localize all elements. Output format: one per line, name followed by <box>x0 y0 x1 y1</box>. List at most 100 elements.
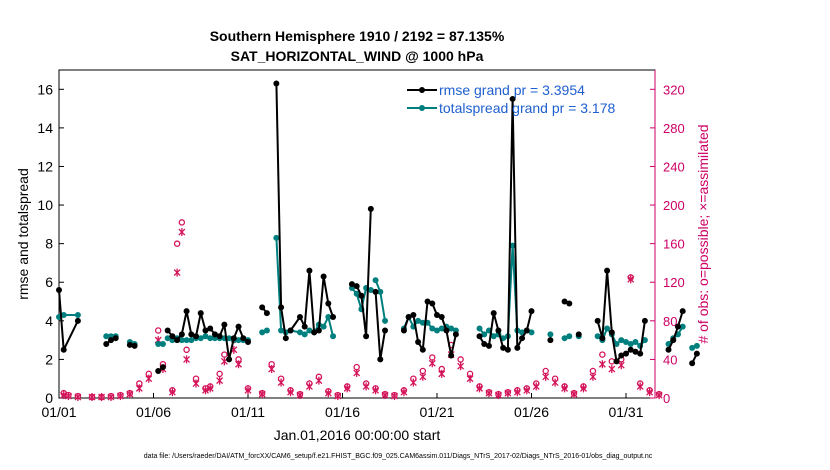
y2-tick-label: 120 <box>663 275 685 290</box>
y-tick-label: 0 <box>45 390 53 406</box>
obs-possible-point <box>173 240 181 247</box>
obs-assimilated-point <box>589 372 597 381</box>
series-rmse-line <box>351 208 372 338</box>
obs-assimilated-point <box>476 384 483 393</box>
obs-assimilated-point <box>655 391 663 400</box>
y2-tick-label: 80 <box>663 314 677 329</box>
x-tick-label: 01/26 <box>514 404 549 420</box>
y-tick-label: 14 <box>37 120 53 136</box>
legend: rmse grand pr = 3.3954 totalspread grand… <box>407 82 616 116</box>
obs-assimilated-point <box>287 388 294 397</box>
data-file-footer: data file: /Users/raeder/DAI/ATM_forcXX/… <box>144 453 653 460</box>
series-rmse-point <box>528 308 535 315</box>
obs-assimilated-point <box>391 392 398 401</box>
obs-possible-point <box>178 219 186 226</box>
series-spread-line <box>402 316 457 332</box>
obs-assimilated-point <box>466 374 474 383</box>
obs-assimilated-point <box>381 391 389 400</box>
x-tick-label: 01/11 <box>231 404 265 420</box>
obs-assimilated-point <box>598 360 606 369</box>
obs-assimilated-point <box>98 393 105 402</box>
obs-possible-point <box>457 356 464 363</box>
obs-possible-point <box>183 346 190 354</box>
series-spread-point <box>273 234 280 241</box>
obs-assimilated-point <box>192 379 200 388</box>
obs-possible-point <box>216 370 223 378</box>
obs-assimilated-point <box>173 268 181 277</box>
series-rmse-point <box>56 286 62 293</box>
obs-assimilated-point <box>145 374 153 383</box>
obs-assimilated-point <box>126 390 134 399</box>
legend-rmse-marker <box>419 87 425 93</box>
obs-possible-point <box>221 351 228 358</box>
y2-tick-label: 160 <box>663 237 685 252</box>
obs-assimilated-point <box>438 369 446 378</box>
y-tick-label: 4 <box>45 313 53 329</box>
obs-assimilated-point <box>88 393 96 402</box>
obs-assimilated-point <box>646 388 654 397</box>
x-tick-label: 01/16 <box>325 404 360 420</box>
series-spread-point <box>547 331 554 338</box>
obs-assimilated-point <box>353 368 361 377</box>
obs-assimilated-point <box>244 386 252 395</box>
series-rmse-point <box>372 288 379 295</box>
series-spread-line <box>261 329 268 334</box>
series-spread-line <box>691 344 698 349</box>
series-rmse-line <box>261 306 268 314</box>
series-rmse-point <box>679 308 686 315</box>
series-layer <box>56 80 700 374</box>
left-axis: 0 2 4 6 8 10 12 14 16 <box>37 81 64 406</box>
series-rmse-point <box>575 331 582 338</box>
obs-assimilated-point <box>504 389 512 398</box>
x-axis-label: Jan.01,2016 00:00:00 start <box>274 427 441 443</box>
obs-assimilated-point <box>485 389 493 398</box>
obs-assimilated-point <box>617 361 625 370</box>
series-rmse-line <box>478 97 533 351</box>
obs-assimilated-point <box>168 388 176 397</box>
y2-axis-label: # of obs: o=possible; ×=assimilated <box>695 124 711 343</box>
legend-spread-marker <box>419 105 425 111</box>
series-spread-line <box>596 327 646 347</box>
series-rmse-line <box>157 366 164 372</box>
right-axis: 0 40 80 120 160 200 240 280 320 <box>650 70 685 406</box>
series-rmse-line <box>374 291 386 361</box>
y-tick-label: 16 <box>37 81 53 97</box>
obs-assimilated-point <box>183 355 191 364</box>
obs-assimilated-point <box>277 378 285 387</box>
obs-assimilated-point <box>64 392 72 401</box>
obs-assimilated-point <box>627 275 635 284</box>
obs-assimilated-point <box>570 390 578 399</box>
obs-assimilated-point <box>457 362 465 371</box>
x-tick-label: 01/21 <box>419 404 454 420</box>
obs-assimilated-point <box>107 393 115 402</box>
obs-assimilated-point <box>362 382 370 391</box>
x-tick-label: 01/01 <box>41 404 76 420</box>
obs-assimilated-point <box>116 392 124 401</box>
y2-tick-label: 200 <box>663 198 685 213</box>
y-tick-label: 8 <box>45 236 53 252</box>
obs-assimilated-point <box>580 384 587 393</box>
obs-assimilated-point <box>532 382 540 391</box>
obs-assimilated-point <box>400 388 408 397</box>
obs-assimilated-point <box>409 378 417 387</box>
y-axis-label: rmse and totalspread <box>15 168 31 300</box>
obs-assimilated-point <box>551 378 559 387</box>
chart-title: Southern Hemisphere 1910 / 2192 = 87.135… <box>210 28 505 44</box>
obs-possible-point <box>154 327 162 334</box>
series-rmse-line <box>129 343 135 347</box>
series-spread-point <box>103 333 110 340</box>
obs-assimilated-point <box>296 391 304 400</box>
series-spread-point <box>382 317 389 324</box>
series-rmse <box>56 80 700 374</box>
x-axis: 01/01 01/06 01/11 01/16 01/21 01/26 01/31 <box>41 393 644 420</box>
y2-tick-label: 0 <box>663 391 670 406</box>
series-rmse-line <box>691 353 698 364</box>
obs-assimilated-point <box>206 384 214 393</box>
obs-assimilated-point <box>636 382 644 391</box>
series-spread-line <box>564 335 570 340</box>
plot-area-frame <box>58 69 656 399</box>
y2-tick-label: 280 <box>663 121 685 136</box>
obs-assimilated-point <box>235 360 243 369</box>
obs-assimilated-point <box>561 384 569 393</box>
y-tick-label: 2 <box>45 351 53 367</box>
